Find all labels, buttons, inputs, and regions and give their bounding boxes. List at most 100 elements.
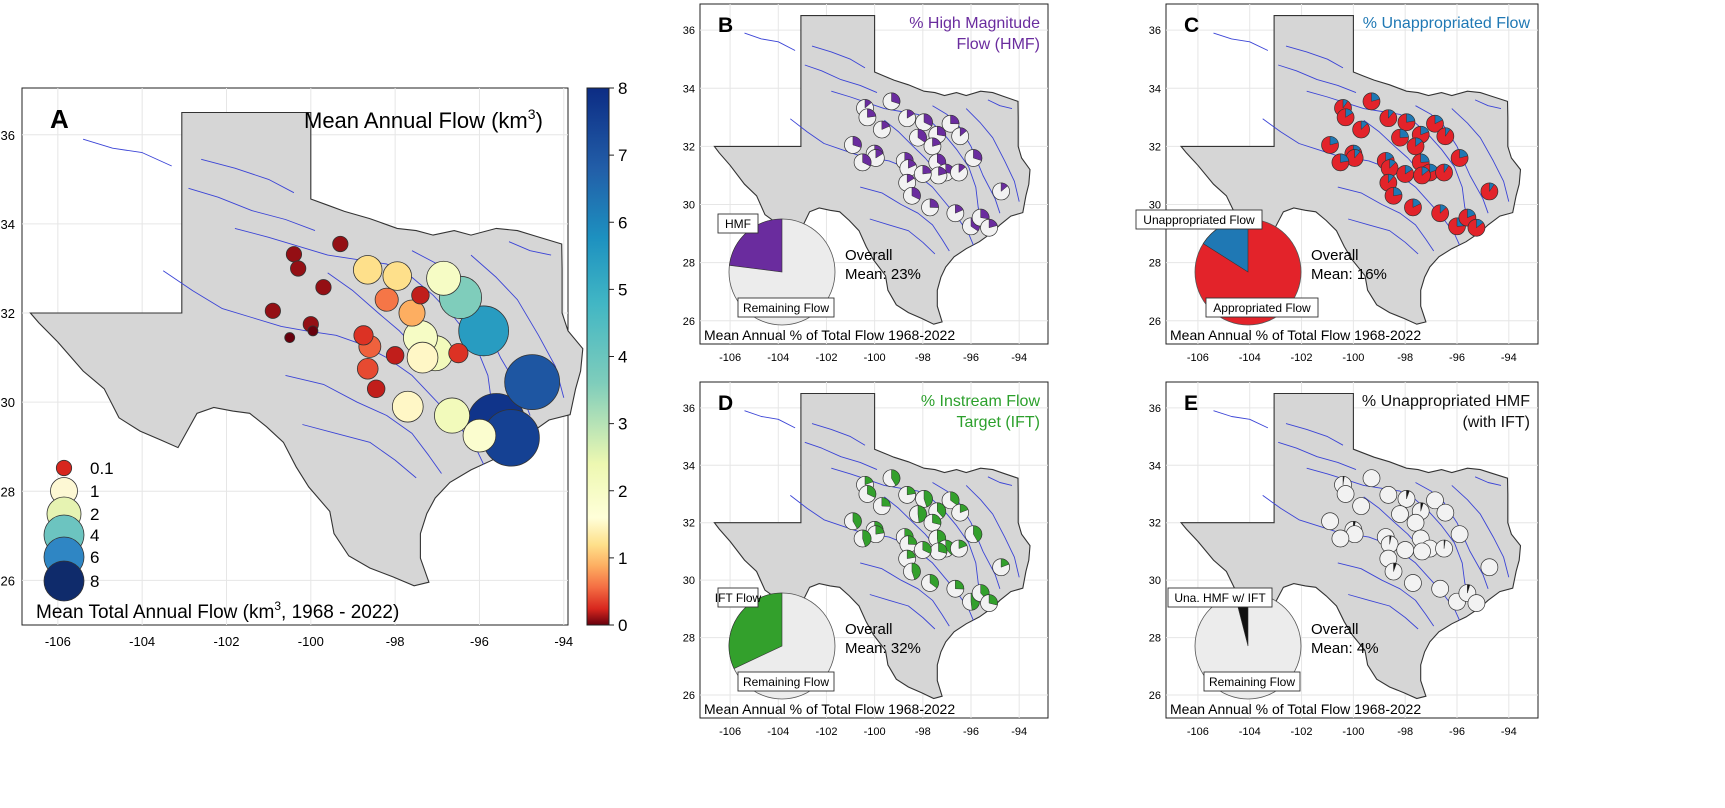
station-pie-slice — [932, 137, 941, 147]
station-pie-slice — [852, 136, 862, 148]
x-tick-label: -98 — [386, 634, 405, 649]
gauge-circle — [398, 299, 426, 327]
remaining-label: Remaining Flow — [743, 675, 829, 689]
y-tick-label: 34 — [683, 460, 695, 472]
slice-label: Unappropriated Flow — [1143, 213, 1255, 227]
y-tick-label: 34 — [1149, 460, 1161, 472]
slice-label: IFT Flow — [715, 591, 762, 605]
river-line — [1337, 562, 1435, 627]
station-pie-slice — [1354, 149, 1361, 159]
station-pie-slice — [867, 485, 877, 498]
y-tick-label: 26 — [1, 573, 15, 588]
river-line — [1285, 45, 1344, 69]
station-pie-slice — [906, 109, 915, 119]
station-pie-slice — [1420, 502, 1424, 512]
station-pie-slice — [1445, 127, 1451, 138]
river-line — [804, 64, 878, 94]
station-pie-slice — [852, 512, 862, 529]
station-pie-slice — [932, 513, 942, 526]
legend-label: 6 — [90, 548, 99, 567]
slice-label-box — [717, 587, 759, 608]
x-tick-label: -98 — [915, 352, 931, 364]
river-line — [201, 158, 295, 194]
station-pie-slice — [1399, 128, 1409, 138]
station-pie-slice — [1000, 182, 1008, 192]
overall-label: Overall — [1311, 621, 1359, 638]
station-pie — [1331, 529, 1350, 548]
station-pie-slice — [862, 153, 872, 167]
station-pie-slice — [881, 497, 891, 507]
gauge-circle — [285, 246, 303, 263]
x-tick-label: -104 — [129, 634, 155, 649]
river-line — [987, 476, 1013, 486]
river-line — [1337, 186, 1435, 252]
x-tick-label: -104 — [767, 352, 789, 364]
gauge-circle — [462, 418, 497, 453]
river-line — [285, 374, 442, 474]
station-pie-slice — [1360, 120, 1368, 131]
station-pie-slice — [1342, 99, 1349, 109]
colorbar-tick-label: 8 — [618, 79, 627, 98]
panel-title-line1: % Instream Flow — [921, 393, 1041, 410]
station-pie — [1467, 594, 1486, 612]
station-pie-slice — [1434, 114, 1443, 125]
station-pie-slice — [922, 165, 932, 175]
station-pie-slice — [1467, 584, 1471, 594]
overall-label: Overall — [1311, 247, 1359, 264]
station-pie — [1431, 579, 1450, 598]
panel-c: Unappropriated Flow Appropriated Flow Over… — [1135, 3, 1539, 364]
remaining-label: Remaining Flow — [1209, 675, 1295, 689]
station-pie-slice — [923, 113, 933, 127]
remaining-label-box — [737, 671, 835, 692]
station-pie — [1413, 542, 1431, 561]
river-line — [1415, 482, 1489, 589]
panel-a-gauge-circles — [264, 235, 561, 467]
texas-outline — [713, 15, 1031, 325]
panel-a-y-tick-labels: 36 34 32 30 28 26 — [1, 128, 15, 589]
texas-outline — [713, 392, 1031, 700]
x-tick-label: -106 — [1187, 352, 1209, 364]
station-pie-slice — [1385, 152, 1394, 162]
station-pie-slice — [1467, 208, 1476, 218]
river-line — [188, 187, 316, 232]
x-tick-label: -102 — [815, 352, 837, 364]
station-pie-slice — [1406, 490, 1410, 499]
station-pie-slice — [1000, 558, 1010, 568]
station-pie-slice — [923, 490, 933, 508]
x-tick-label: -96 — [963, 726, 979, 738]
gauge-circle — [458, 305, 510, 357]
river-line — [1278, 441, 1357, 471]
panel-footer: Mean Annual % of Total Flow 1968-2022 — [704, 327, 955, 343]
y-tick-label: 28 — [1, 484, 15, 499]
station-pie — [1396, 541, 1415, 559]
colorbar-tick-label: 4 — [618, 348, 627, 367]
station-pie — [1336, 485, 1355, 503]
station-pie-slice — [1389, 159, 1397, 169]
x-tick-label: -98 — [915, 726, 931, 738]
station-pie-slice — [1340, 153, 1350, 163]
y-tick-label: 32 — [1149, 518, 1161, 530]
station-pie-slice — [906, 173, 915, 184]
station-pie — [1321, 512, 1339, 531]
station-pie-slice — [922, 541, 932, 554]
panel-letter: C — [1184, 14, 1199, 37]
remaining-label: Appropriated Flow — [1213, 301, 1311, 315]
station-pie — [1480, 558, 1499, 577]
y-tick-label: 30 — [683, 575, 695, 587]
legend-label: 2 — [90, 505, 99, 524]
x-tick-label: -104 — [1239, 726, 1261, 738]
station-pie-slice — [911, 187, 921, 200]
station-pie — [1450, 525, 1469, 544]
y-tick-label: 34 — [1149, 83, 1161, 95]
x-tick-label: -100 — [1342, 352, 1364, 364]
station-pie-slice — [864, 99, 872, 109]
legend-label: 4 — [90, 526, 99, 545]
station-pie-slice — [1439, 204, 1447, 214]
river-line — [744, 410, 796, 429]
station-pie-slice — [1404, 165, 1413, 175]
river-line — [965, 485, 1020, 578]
station-pie-slice — [1415, 137, 1423, 147]
y-tick-label: 36 — [683, 25, 695, 37]
slice-label: HMF — [725, 217, 751, 231]
